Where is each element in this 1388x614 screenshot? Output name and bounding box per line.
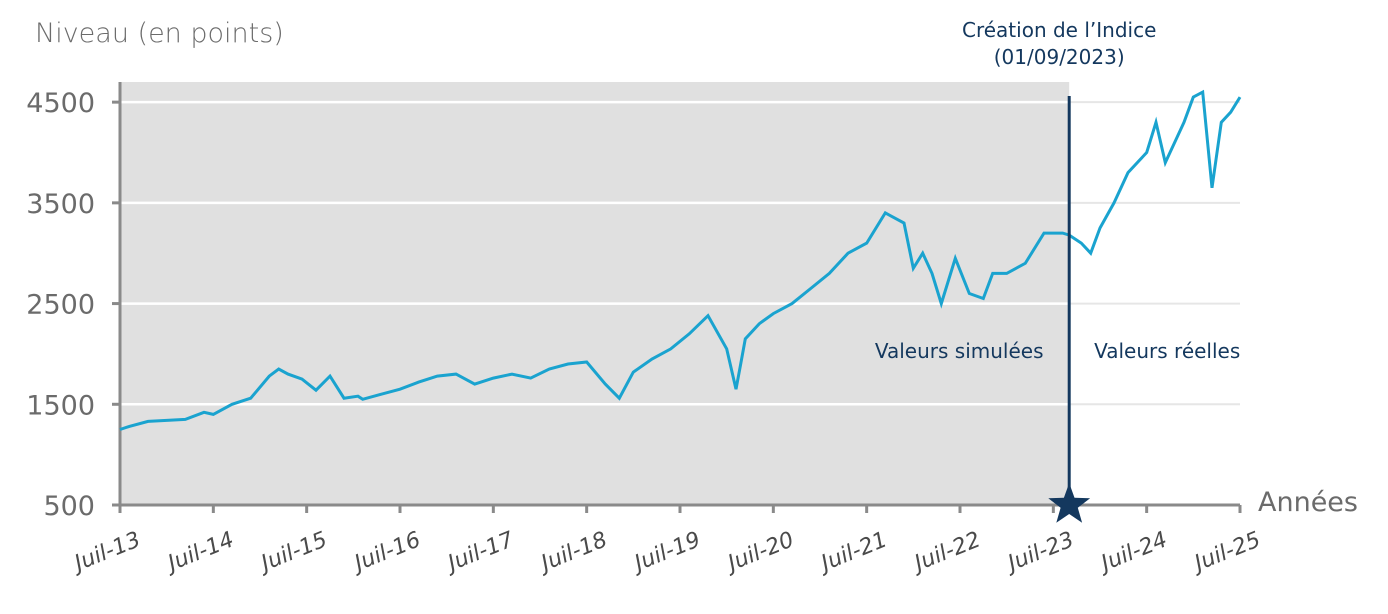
x-tick-label: Juil-20 (721, 527, 798, 577)
y-tick-label: 1500 (26, 390, 95, 421)
x-tick-label: Juil-18 (534, 527, 611, 577)
x-tick-label: Juil-19 (628, 527, 705, 577)
x-tick-label: Juil-25 (1188, 527, 1265, 577)
series-line-niveau (119, 89, 1242, 431)
x-tick-label: Juil-22 (908, 527, 985, 577)
y-tick-label: 4500 (26, 88, 95, 119)
simulated-values-label: Valeurs simulées (875, 339, 1044, 363)
x-tick-label: Juil-21 (814, 527, 891, 577)
creation-label-line2: (01/09/2023) (994, 45, 1125, 69)
y-tick-label: 500 (43, 491, 95, 522)
simulated-region-shade (120, 82, 1070, 505)
y-tick-labels: 500 1500 2500 3500 4500 (26, 88, 95, 522)
x-tick-label: Juil-23 (1001, 527, 1078, 577)
x-tick-label: Juil-24 (1094, 527, 1171, 577)
x-tick-label: Juil-16 (348, 527, 425, 577)
x-tick-labels: Juil-13 Juil-14 Juil-15 Juil-16 Juil-17 Juil-… (68, 527, 1265, 577)
x-tick-label: Juil-17 (441, 527, 518, 577)
creation-label-line1: Création de l’Indice (962, 18, 1156, 42)
x-tick-label: Juil-13 (68, 527, 145, 577)
real-values-label: Valeurs réelles (1094, 339, 1240, 363)
gridlines (120, 100, 1240, 406)
x-tick-label: Juil-15 (254, 527, 331, 577)
x-tick-label: Juil-14 (161, 527, 238, 577)
x-axis-title: Années (1258, 487, 1358, 518)
y-tick-label: 3500 (26, 189, 95, 220)
axes (112, 82, 1242, 513)
y-axis-title: Niveau (en points) (35, 18, 284, 49)
y-tick-label: 2500 (26, 290, 95, 321)
creation-star-icon (1048, 483, 1091, 523)
